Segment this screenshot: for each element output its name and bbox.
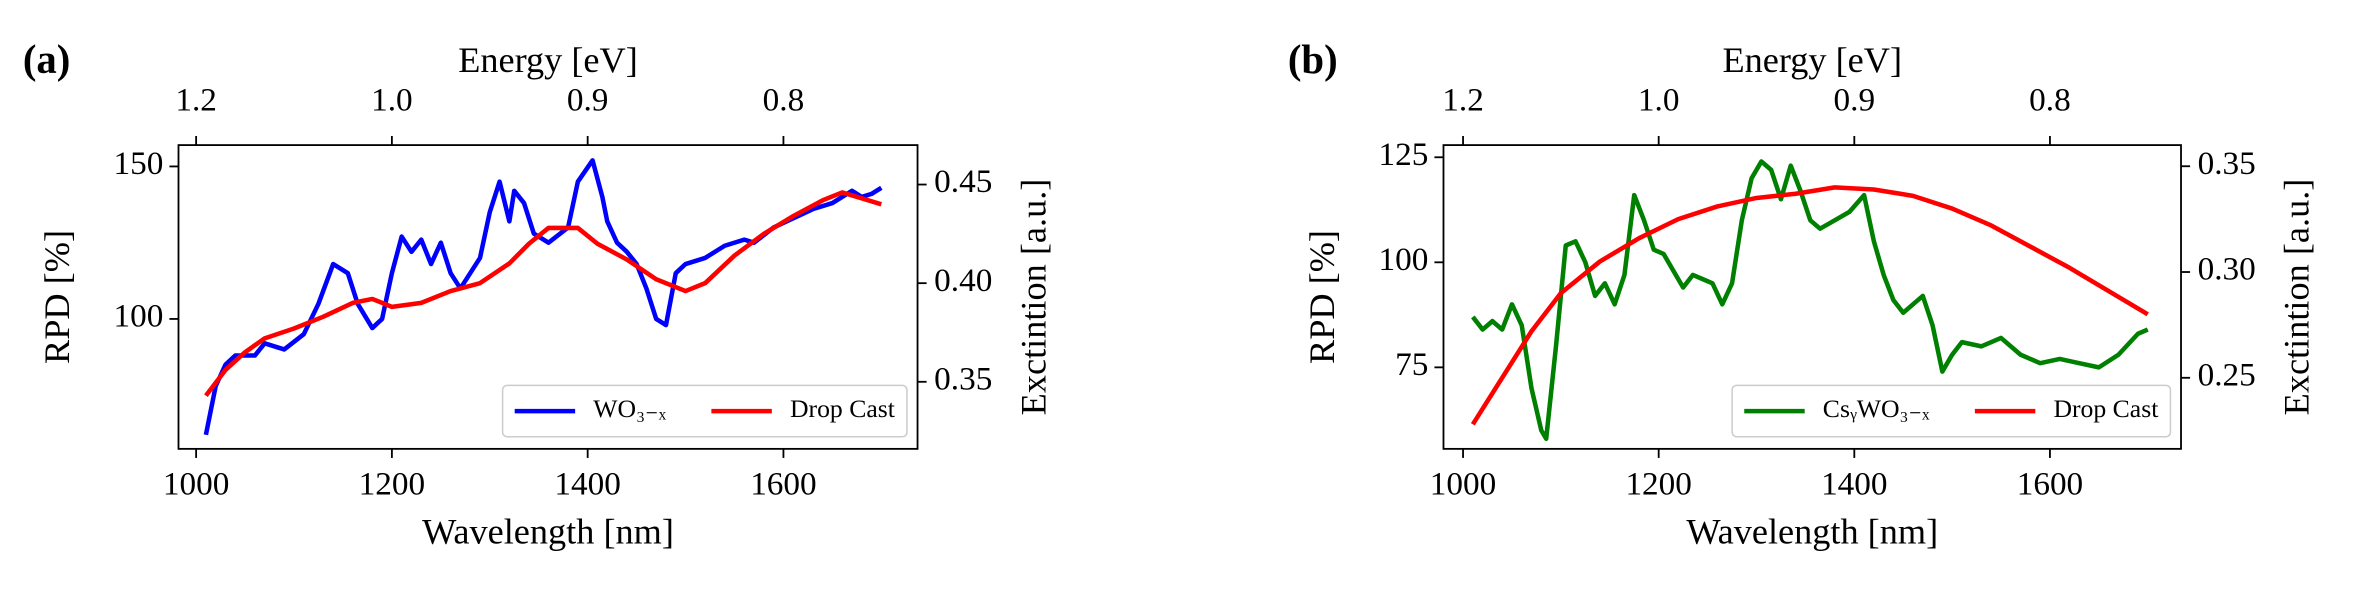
plot-frame <box>1442 144 2182 450</box>
plot-frame <box>177 144 919 450</box>
series-line <box>1471 159 2149 442</box>
x-tick-label: 1400 <box>554 465 620 502</box>
x2-tick-label: 0.9 <box>1834 81 1876 118</box>
y2-tick-label: 0.40 <box>934 262 992 299</box>
y-tick-label: 150 <box>114 145 164 182</box>
y-axis-label: RPD [%] <box>37 230 77 364</box>
x-axis-label: Wavelength [nm] <box>1686 511 1938 551</box>
legend-box <box>1731 384 2172 438</box>
legend-label: WO₃₋ₓ <box>593 394 666 423</box>
x-axis-label: Wavelength [nm] <box>422 511 674 551</box>
y2-tick-label: 0.45 <box>934 163 992 200</box>
y2-axis-label: Exctintion [a.u.] <box>1013 179 1053 416</box>
x2-tick-label: 1.2 <box>1442 81 1484 118</box>
legend-label: Drop Cast <box>790 394 895 423</box>
legend-label: CsᵧWO₃₋ₓ <box>1823 394 1930 423</box>
series-line <box>203 158 883 436</box>
x2-axis-label: Energy [eV] <box>458 40 638 80</box>
x2-tick-label: 0.8 <box>2029 81 2071 118</box>
legend: WO₃₋ₓ Drop Cast <box>501 384 908 438</box>
x2-tick-label: 1.0 <box>1638 81 1680 118</box>
legend-box <box>501 384 908 438</box>
y2-tick-label: 0.35 <box>934 360 992 397</box>
y-tick-label: 75 <box>1395 346 1428 383</box>
x2-tick-label: 0.8 <box>763 81 805 118</box>
y2-tick-label: 0.30 <box>2198 251 2256 288</box>
x2-tick-label: 0.9 <box>567 81 609 118</box>
panel-label: (b) <box>1288 37 1338 82</box>
legend: CsᵧWO₃₋ₓ Drop Cast <box>1731 384 2172 438</box>
y2-tick-label: 0.25 <box>2198 356 2256 393</box>
x-tick-label: 1600 <box>2017 465 2083 502</box>
y2-tick-label: 0.35 <box>2198 145 2256 182</box>
x-tick-label: 1200 <box>359 465 425 502</box>
x-tick-label: 1600 <box>750 465 816 502</box>
x-tick-label: 1400 <box>1821 465 1887 502</box>
series-line <box>204 190 882 397</box>
x-tick-label: 1000 <box>163 465 229 502</box>
legend-label: Drop Cast <box>2053 394 2158 423</box>
x2-axis-label: Energy [eV] <box>1722 40 1902 80</box>
y2-axis-label: Exctintion [a.u.] <box>2277 179 2317 416</box>
y-tick-label: 125 <box>1379 136 1429 173</box>
x-tick-label: 1000 <box>1430 465 1496 502</box>
panel-label: (a) <box>23 37 71 82</box>
x2-tick-label: 1.0 <box>371 81 413 118</box>
y-tick-label: 100 <box>114 298 164 335</box>
series-line <box>1470 185 2149 426</box>
y-axis-label: RPD [%] <box>1302 230 1342 364</box>
y-tick-label: 100 <box>1379 241 1429 278</box>
x-tick-label: 1200 <box>1625 465 1691 502</box>
x2-tick-label: 1.2 <box>175 81 217 118</box>
